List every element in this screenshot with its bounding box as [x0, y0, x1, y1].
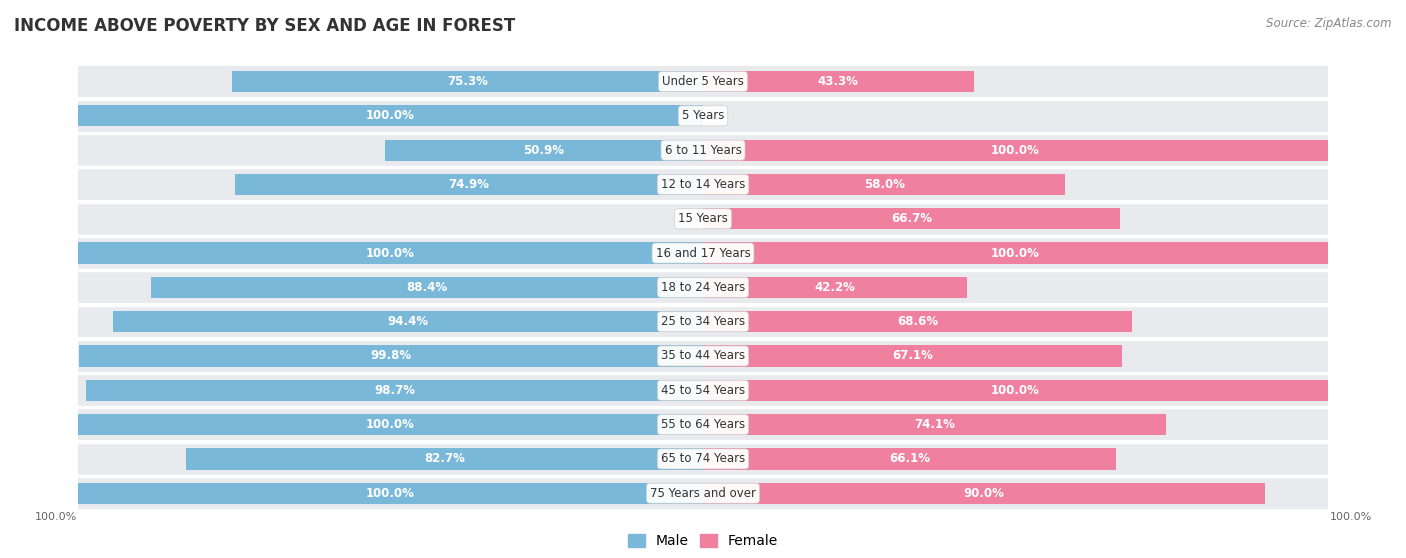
Bar [703, 208, 1119, 229]
Bar [703, 443, 1327, 475]
Text: 100.0%: 100.0% [366, 418, 415, 431]
Bar [79, 100, 703, 132]
Bar [703, 272, 1327, 303]
Bar [79, 483, 703, 504]
Text: 55 to 64 Years: 55 to 64 Years [661, 418, 745, 431]
Bar [79, 105, 703, 127]
Text: 90.0%: 90.0% [963, 487, 1005, 500]
Text: 75 Years and over: 75 Years and over [650, 487, 756, 500]
Bar [79, 134, 703, 166]
Bar [703, 277, 967, 298]
Text: 12 to 14 Years: 12 to 14 Years [661, 178, 745, 191]
Bar [703, 134, 1327, 166]
Bar [79, 443, 703, 475]
Text: 100.0%: 100.0% [1330, 512, 1372, 522]
Bar [703, 169, 1327, 200]
Text: 74.1%: 74.1% [914, 418, 955, 431]
Bar [703, 409, 1327, 440]
Bar [79, 409, 703, 440]
Text: 66.1%: 66.1% [889, 453, 929, 465]
Bar [703, 203, 1327, 234]
Bar [79, 272, 703, 303]
Bar [703, 237, 1327, 269]
Text: 100.0%: 100.0% [991, 247, 1040, 259]
Text: 66.7%: 66.7% [891, 212, 932, 225]
Text: 65 to 74 Years: 65 to 74 Years [661, 453, 745, 465]
Bar [703, 345, 1122, 367]
Text: 100.0%: 100.0% [366, 109, 415, 122]
Bar [703, 483, 1265, 504]
Text: 5 Years: 5 Years [682, 109, 724, 122]
Text: 94.4%: 94.4% [388, 315, 429, 328]
Text: 6 to 11 Years: 6 to 11 Years [665, 143, 741, 157]
Text: 18 to 24 Years: 18 to 24 Years [661, 281, 745, 294]
Bar [703, 140, 1327, 161]
Bar [232, 71, 703, 92]
Bar [186, 448, 703, 469]
Bar [79, 345, 703, 367]
Text: 43.3%: 43.3% [818, 75, 859, 88]
Bar [703, 478, 1327, 509]
Text: Under 5 Years: Under 5 Years [662, 75, 744, 88]
Bar [385, 140, 703, 161]
Text: 42.2%: 42.2% [814, 281, 855, 294]
Bar [703, 374, 1327, 406]
Text: 100.0%: 100.0% [34, 512, 76, 522]
Bar [703, 414, 1166, 435]
Bar [79, 478, 703, 509]
Text: Source: ZipAtlas.com: Source: ZipAtlas.com [1267, 17, 1392, 30]
Bar [79, 242, 703, 264]
Text: 50.9%: 50.9% [523, 143, 564, 157]
Bar [235, 174, 703, 195]
Bar [703, 174, 1066, 195]
Bar [79, 237, 703, 269]
Bar [79, 306, 703, 338]
Text: 35 to 44 Years: 35 to 44 Years [661, 349, 745, 363]
Text: 75.3%: 75.3% [447, 75, 488, 88]
Bar [703, 340, 1327, 372]
Text: 74.9%: 74.9% [449, 178, 489, 191]
Bar [112, 311, 703, 333]
Text: 82.7%: 82.7% [425, 453, 465, 465]
Bar [150, 277, 703, 298]
Text: 100.0%: 100.0% [366, 487, 415, 500]
Text: 45 to 54 Years: 45 to 54 Years [661, 384, 745, 397]
Bar [703, 311, 1132, 333]
Text: 68.6%: 68.6% [897, 315, 938, 328]
Text: INCOME ABOVE POVERTY BY SEX AND AGE IN FOREST: INCOME ABOVE POVERTY BY SEX AND AGE IN F… [14, 17, 516, 35]
Bar [79, 340, 703, 372]
Legend: Male, Female: Male, Female [623, 528, 783, 554]
Bar [86, 379, 703, 401]
Text: 100.0%: 100.0% [366, 247, 415, 259]
Text: 100.0%: 100.0% [991, 384, 1040, 397]
Bar [79, 169, 703, 200]
Bar [703, 379, 1327, 401]
Bar [79, 203, 703, 234]
Text: 15 Years: 15 Years [678, 212, 728, 225]
Bar [703, 100, 1327, 132]
Bar [703, 71, 973, 92]
Bar [703, 66, 1327, 97]
Text: 25 to 34 Years: 25 to 34 Years [661, 315, 745, 328]
Bar [703, 306, 1327, 338]
Text: 67.1%: 67.1% [893, 349, 934, 363]
Text: 88.4%: 88.4% [406, 281, 447, 294]
Bar [703, 242, 1327, 264]
Text: 98.7%: 98.7% [374, 384, 415, 397]
Bar [79, 66, 703, 97]
Text: 16 and 17 Years: 16 and 17 Years [655, 247, 751, 259]
Text: 99.8%: 99.8% [371, 349, 412, 363]
Bar [79, 414, 703, 435]
Text: 100.0%: 100.0% [991, 143, 1040, 157]
Bar [703, 448, 1116, 469]
Text: 58.0%: 58.0% [863, 178, 904, 191]
Bar [79, 374, 703, 406]
